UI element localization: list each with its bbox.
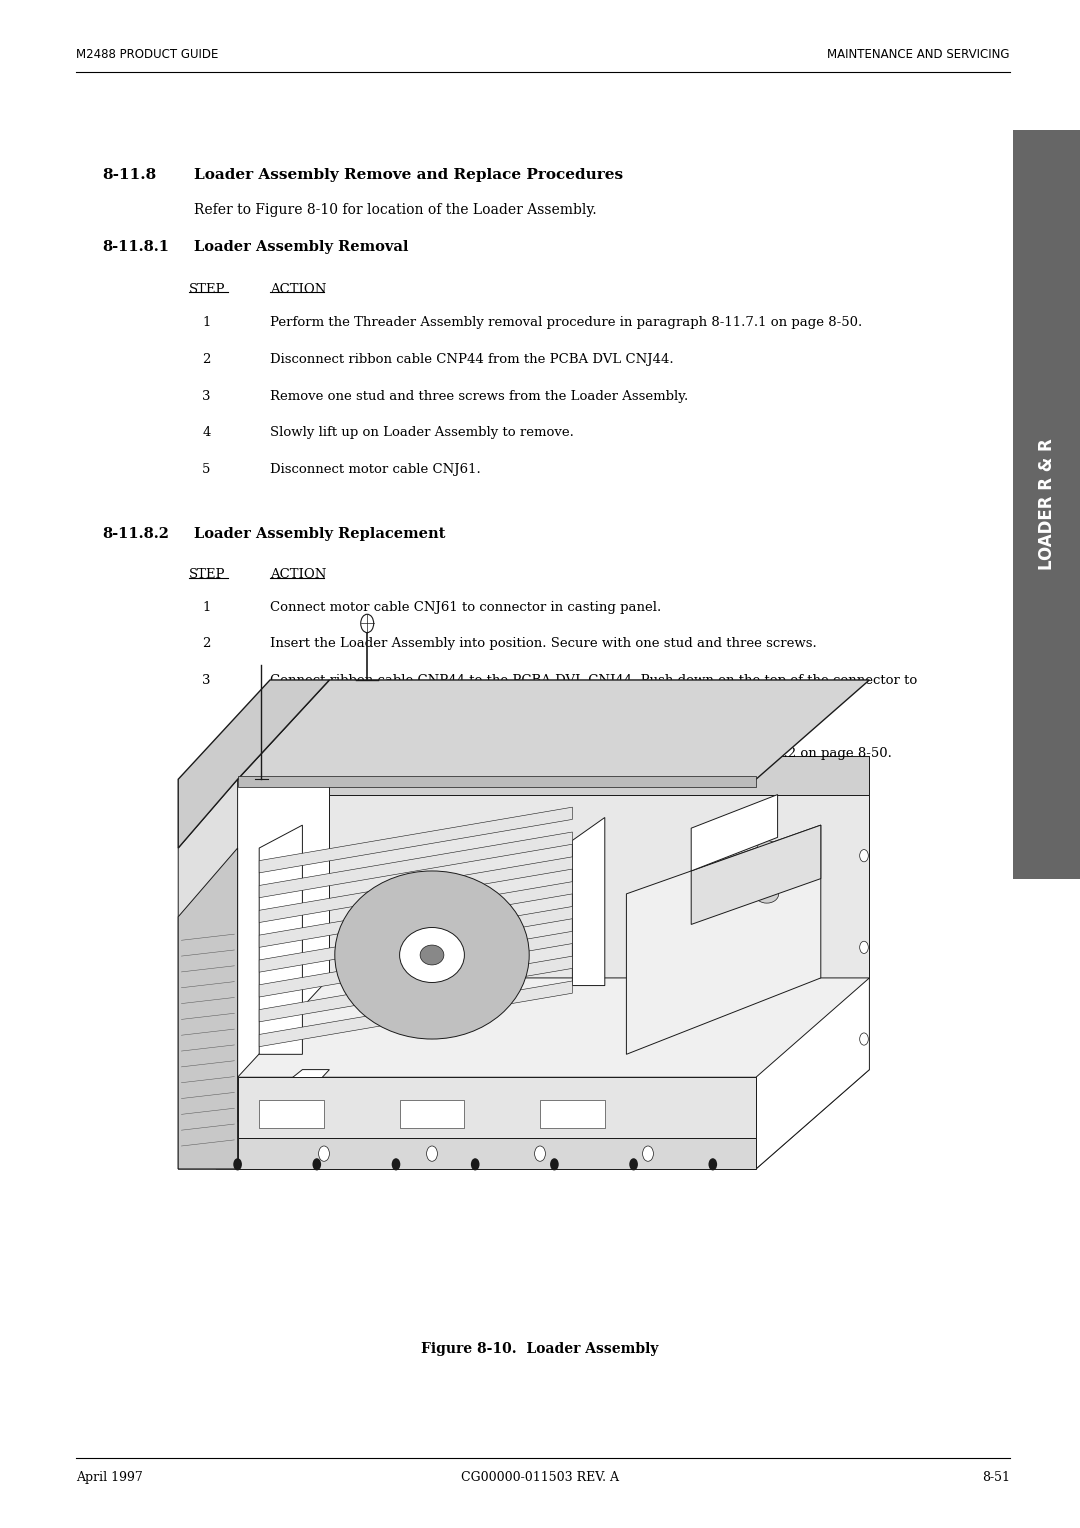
Circle shape <box>471 1158 480 1170</box>
Text: April 1997: April 1997 <box>76 1471 143 1485</box>
Polygon shape <box>178 848 238 1169</box>
Polygon shape <box>400 1100 464 1128</box>
Text: ACTION: ACTION <box>270 283 326 296</box>
Polygon shape <box>238 978 869 1077</box>
Polygon shape <box>329 795 869 978</box>
Polygon shape <box>691 795 778 871</box>
Polygon shape <box>259 807 572 872</box>
Bar <box>1013 130 1080 879</box>
Text: Connect ribbon cable CNP44 to the PCBA DVL CNJ44. Push down on the top of the co: Connect ribbon cable CNP44 to the PCBA D… <box>270 674 917 688</box>
Polygon shape <box>259 857 572 923</box>
Text: 8-51: 8-51 <box>982 1471 1010 1485</box>
Text: Figure 8-10.  Loader Assembly: Figure 8-10. Loader Assembly <box>421 1342 659 1355</box>
Text: Connect motor cable CNJ61 to connector in casting panel.: Connect motor cable CNJ61 to connector i… <box>270 601 661 614</box>
Text: Slowly lift up on Loader Assembly to remove.: Slowly lift up on Loader Assembly to rem… <box>270 426 573 440</box>
Polygon shape <box>259 831 572 898</box>
Ellipse shape <box>758 804 775 816</box>
Text: 8-11.8.1: 8-11.8.1 <box>103 240 170 254</box>
Circle shape <box>860 1033 868 1045</box>
Polygon shape <box>572 817 605 986</box>
Text: 3: 3 <box>202 390 211 403</box>
Circle shape <box>233 1158 242 1170</box>
Circle shape <box>643 1146 653 1161</box>
Polygon shape <box>756 756 869 1169</box>
Circle shape <box>319 1146 329 1161</box>
Polygon shape <box>626 825 821 1054</box>
Text: STEP: STEP <box>189 568 226 582</box>
Text: Insert the Loader Assembly into position. Secure with one stud and three screws.: Insert the Loader Assembly into position… <box>270 637 816 651</box>
Polygon shape <box>178 1070 329 1169</box>
Polygon shape <box>259 906 572 972</box>
Text: 8-11.8: 8-11.8 <box>103 168 157 182</box>
Ellipse shape <box>755 885 779 903</box>
Text: Loader Assembly Removal: Loader Assembly Removal <box>194 240 409 254</box>
Circle shape <box>535 1146 545 1161</box>
Polygon shape <box>216 1070 869 1169</box>
Polygon shape <box>259 825 302 1054</box>
Circle shape <box>392 1158 401 1170</box>
Ellipse shape <box>757 840 777 856</box>
Polygon shape <box>540 1100 605 1128</box>
Polygon shape <box>259 981 572 1047</box>
Text: Disconnect ribbon cable CNP44 from the PCBA DVL CNJ44.: Disconnect ribbon cable CNP44 from the P… <box>270 353 674 367</box>
Ellipse shape <box>400 927 464 983</box>
Text: MAINTENANCE AND SERVICING: MAINTENANCE AND SERVICING <box>827 47 1010 61</box>
Text: 2: 2 <box>202 353 211 367</box>
Text: 5: 5 <box>202 463 211 477</box>
Polygon shape <box>691 825 821 924</box>
Circle shape <box>630 1158 638 1170</box>
Text: Disconnect motor cable CNJ61.: Disconnect motor cable CNJ61. <box>270 463 481 477</box>
Text: Refer to Figure 8-10 for location of the Loader Assembly.: Refer to Figure 8-10 for location of the… <box>194 203 597 217</box>
Circle shape <box>427 1146 437 1161</box>
Text: Loader Assembly Remove and Replace Procedures: Loader Assembly Remove and Replace Proce… <box>194 168 623 182</box>
Text: Perform the Threader Assembly replacement procedure in paragraph 8-11.7.2 on pag: Perform the Threader Assembly replacemen… <box>270 747 892 761</box>
Polygon shape <box>178 680 329 848</box>
Text: secure the connection.: secure the connection. <box>270 711 422 724</box>
Text: 8-11.8.2: 8-11.8.2 <box>103 527 170 541</box>
Polygon shape <box>259 957 572 1022</box>
Polygon shape <box>238 776 756 787</box>
Polygon shape <box>238 1077 756 1138</box>
Ellipse shape <box>335 871 529 1039</box>
Polygon shape <box>238 1138 756 1169</box>
Text: CG00000-011503 REV. A: CG00000-011503 REV. A <box>461 1471 619 1485</box>
Polygon shape <box>238 680 869 779</box>
Ellipse shape <box>420 944 444 966</box>
Polygon shape <box>259 931 572 996</box>
Circle shape <box>860 850 868 862</box>
Text: 4: 4 <box>202 747 211 761</box>
Text: Remove one stud and three screws from the Loader Assembly.: Remove one stud and three screws from th… <box>270 390 688 403</box>
Text: 3: 3 <box>202 674 211 688</box>
Circle shape <box>312 1158 321 1170</box>
Text: LOADER R & R: LOADER R & R <box>1038 439 1055 570</box>
Circle shape <box>860 941 868 953</box>
Polygon shape <box>329 756 869 795</box>
Polygon shape <box>259 1100 324 1128</box>
Text: STEP: STEP <box>189 283 226 296</box>
Text: 2: 2 <box>202 637 211 651</box>
Text: Loader Assembly Replacement: Loader Assembly Replacement <box>194 527 446 541</box>
Text: M2488 PRODUCT GUIDE: M2488 PRODUCT GUIDE <box>76 47 218 61</box>
Text: Perform the Threader Assembly removal procedure in paragraph 8-11.7.1 on page 8-: Perform the Threader Assembly removal pr… <box>270 316 862 330</box>
Circle shape <box>550 1158 558 1170</box>
Text: 1: 1 <box>202 601 211 614</box>
Polygon shape <box>178 779 238 1169</box>
Text: 4: 4 <box>202 426 211 440</box>
Circle shape <box>708 1158 717 1170</box>
Text: 1: 1 <box>202 316 211 330</box>
Circle shape <box>361 614 374 633</box>
Text: ACTION: ACTION <box>270 568 326 582</box>
Polygon shape <box>259 882 572 947</box>
